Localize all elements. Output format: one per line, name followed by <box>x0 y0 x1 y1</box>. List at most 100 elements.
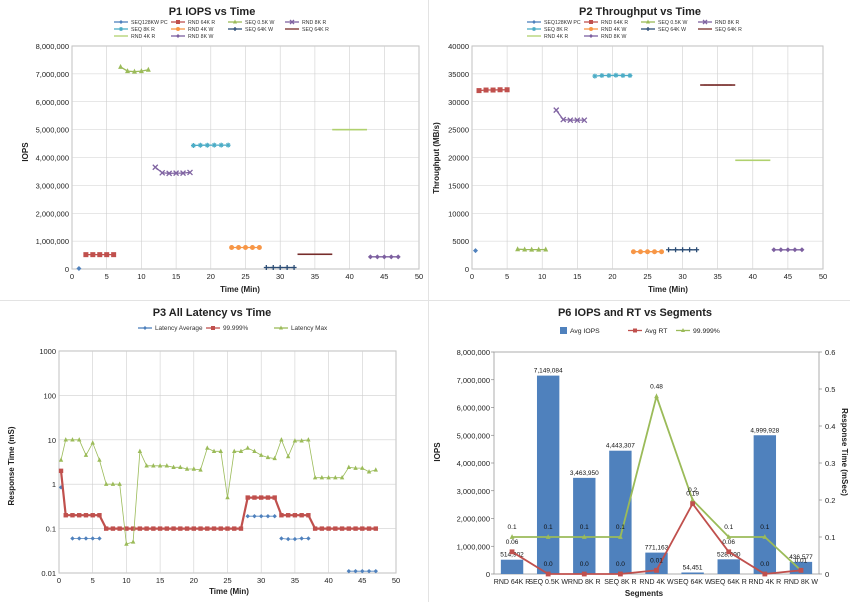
data-point <box>197 142 203 148</box>
y-tick-label: 15000 <box>448 181 469 190</box>
x-tick-label: 30 <box>678 272 686 281</box>
legend-swatch-marker <box>143 326 147 330</box>
data-point <box>515 246 521 252</box>
data-point <box>799 247 805 253</box>
line-value-label: 0.06 <box>722 539 735 546</box>
x-tick-label: 0 <box>70 272 74 281</box>
data-point <box>191 526 196 531</box>
data-point <box>166 170 173 177</box>
data-point <box>504 87 510 93</box>
legend-label: SEQ 0.5K W <box>658 20 688 26</box>
y-tick-label: 100 <box>43 391 56 400</box>
data-point <box>778 247 784 253</box>
data-point <box>110 481 116 486</box>
data-point <box>687 247 693 253</box>
data-point <box>249 245 255 251</box>
data-point <box>272 495 277 500</box>
data-point <box>70 536 75 541</box>
data-point <box>178 526 183 531</box>
data-point <box>164 526 170 531</box>
legend-label: RND 64K R <box>601 20 628 26</box>
data-point <box>284 264 290 270</box>
data-point <box>581 534 587 539</box>
data-point <box>592 73 598 79</box>
bar <box>500 559 524 574</box>
chart-title: P3 All Latency vs Time <box>153 307 272 319</box>
y-tick-label: 3,000,000 <box>457 487 490 496</box>
data-point <box>151 463 156 468</box>
data-point <box>104 252 110 258</box>
line-value-label: 0.2 <box>688 487 697 494</box>
data-point <box>762 534 768 539</box>
data-point <box>90 252 96 258</box>
data-point <box>256 245 262 251</box>
bar-value-label: 771,163 <box>645 545 669 552</box>
y-tick-label: 5,000,000 <box>36 126 69 135</box>
category-label: SEQ 0.5K W <box>528 579 568 586</box>
category-label: RND 4K W <box>639 579 674 586</box>
category-label: RND 64K R <box>494 579 531 586</box>
x-tick-label: 35 <box>714 272 722 281</box>
p6-iops-and-rt-vs-segments-chart: P6 IOPS and RT vs Segments Segments IOPS… <box>433 307 849 598</box>
bar <box>681 572 704 574</box>
x-tick-label: 5 <box>91 576 95 585</box>
y-tick-label: 8,000,000 <box>36 42 69 51</box>
data-point <box>211 526 217 531</box>
data-point <box>367 254 373 260</box>
x-tick-label: 40 <box>324 576 332 585</box>
legend-swatch-marker <box>702 19 708 25</box>
x-tick-label: 15 <box>573 272 581 281</box>
data-point <box>97 252 103 258</box>
data-point <box>265 495 271 500</box>
y-tick-label: 40000 <box>448 42 469 51</box>
data-point <box>771 247 777 253</box>
data-point <box>218 448 223 454</box>
bar-value-label: 7,149,084 <box>534 368 563 375</box>
legend-swatch-marker <box>119 20 123 24</box>
y2-tick-label: 0.6 <box>825 348 835 357</box>
data-point <box>218 526 223 531</box>
data-point <box>545 571 551 577</box>
data-point <box>497 87 503 93</box>
legend-label: SEQ128KW PC <box>131 20 168 26</box>
y-tick-label: 2,000,000 <box>36 209 69 218</box>
bar <box>753 435 777 574</box>
data-point <box>236 245 242 251</box>
category-label: SEQ 64K R <box>711 579 747 586</box>
data-point <box>279 513 284 518</box>
line-value-label: 0.48 <box>650 383 663 390</box>
x-tick-label: 35 <box>291 576 299 585</box>
p3-latency-vs-time-chart: P3 All Latency vs Time Time (Min) Respon… <box>7 307 400 596</box>
bar-value-label: 4,999,928 <box>750 427 779 434</box>
legend-swatch-marker <box>646 27 650 31</box>
data-point <box>63 513 68 518</box>
legend-label: 99.999% <box>693 328 720 335</box>
bar-value-label: 54,451 <box>683 564 703 571</box>
data-point <box>265 454 271 460</box>
data-point <box>637 249 643 255</box>
bar-value-label: 3,463,950 <box>570 470 599 477</box>
legend-swatch-marker <box>646 19 650 24</box>
legend-label: SEQ 64K W <box>658 27 686 33</box>
data-point <box>312 475 318 480</box>
x-tick-label: 25 <box>643 272 651 281</box>
data-point <box>245 495 250 500</box>
data-point <box>319 475 325 480</box>
bar <box>573 477 596 574</box>
data-point <box>374 254 380 260</box>
data-point <box>694 247 700 253</box>
legend-swatch-marker <box>176 34 180 38</box>
y-tick-label: 5000 <box>452 237 469 246</box>
data-point <box>690 501 696 507</box>
data-point <box>151 526 156 531</box>
x-tick-label: 10 <box>538 272 546 281</box>
data-point <box>726 549 732 555</box>
x-tick-label: 20 <box>207 272 215 281</box>
legend-label: SEQ 64K W <box>245 27 273 33</box>
data-point <box>58 457 64 462</box>
data-point <box>339 475 345 480</box>
bar <box>536 375 560 574</box>
data-point <box>346 464 352 470</box>
y2-axis-label: Response Time (mSec) <box>840 408 849 496</box>
data-point <box>690 497 696 502</box>
